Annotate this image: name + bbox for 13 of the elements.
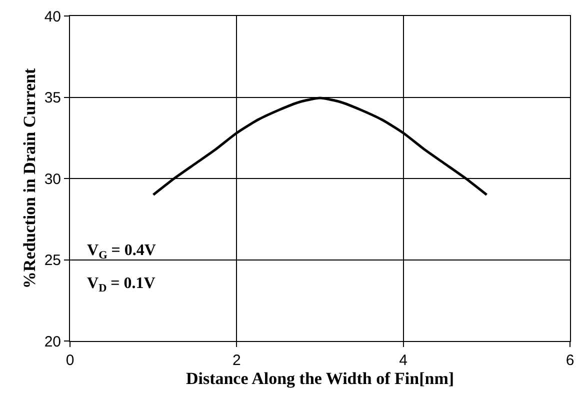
x-tick-label: 4 xyxy=(399,352,408,369)
y-tick-label: 30 xyxy=(44,170,61,188)
annotation: V$_{D}$ = 0.1V xyxy=(87,275,156,294)
y-tick-label: 20 xyxy=(44,333,61,350)
y-axis-title: %Reduction in Drain Current xyxy=(20,68,39,289)
x-tick-label: 0 xyxy=(66,352,74,369)
x-tick-label: 6 xyxy=(566,352,574,369)
y-tick-label: 25 xyxy=(44,252,61,269)
y-tick-label: 35 xyxy=(44,90,61,106)
y-tick-label: 40 xyxy=(44,8,61,26)
x-tick-label: 2 xyxy=(232,352,241,369)
x-axis-title: Distance Along the Width of Fin[nm] xyxy=(186,369,454,388)
annotation: V$_{G}$ = 0.4V xyxy=(87,242,156,262)
